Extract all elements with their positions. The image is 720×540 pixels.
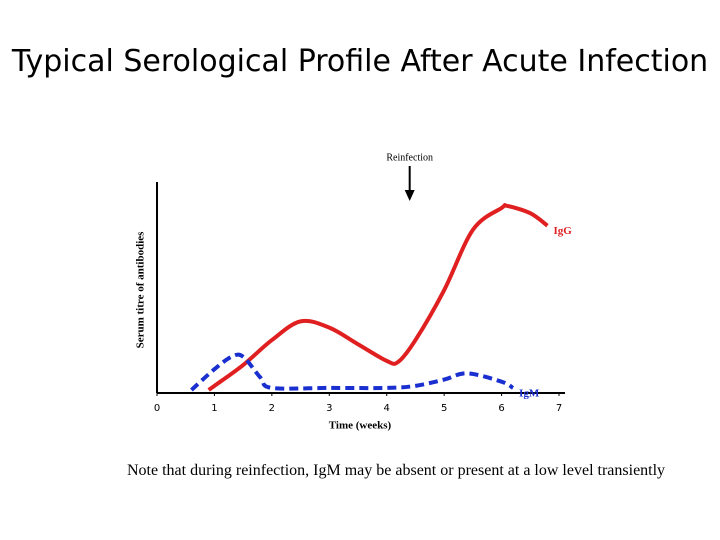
series-label: IgM xyxy=(519,387,540,399)
annotation: Reinfection xyxy=(386,152,433,163)
line xyxy=(190,352,515,392)
note: Note that during reinfection, IgM may be… xyxy=(127,462,666,479)
slide-title: Typical Serological Profile After Acute … xyxy=(11,44,709,79)
x-tick-label: 7 xyxy=(556,403,562,414)
y-axis-label: Serum titre of antibodies xyxy=(135,231,147,349)
line xyxy=(207,203,549,392)
x-tick-label: 5 xyxy=(441,403,447,414)
x-tick-label: 0 xyxy=(154,403,160,414)
x-tick-label: 6 xyxy=(498,403,504,414)
x-tick-label: 3 xyxy=(326,403,332,414)
x-tick-label: 4 xyxy=(384,403,390,414)
x-tick-label: 2 xyxy=(269,403,275,414)
annotation-arrowhead xyxy=(404,190,415,201)
x-axis-label: Time (weeks) xyxy=(329,420,392,432)
series-label: IgG xyxy=(554,225,573,237)
x-tick-label: 1 xyxy=(211,403,217,414)
